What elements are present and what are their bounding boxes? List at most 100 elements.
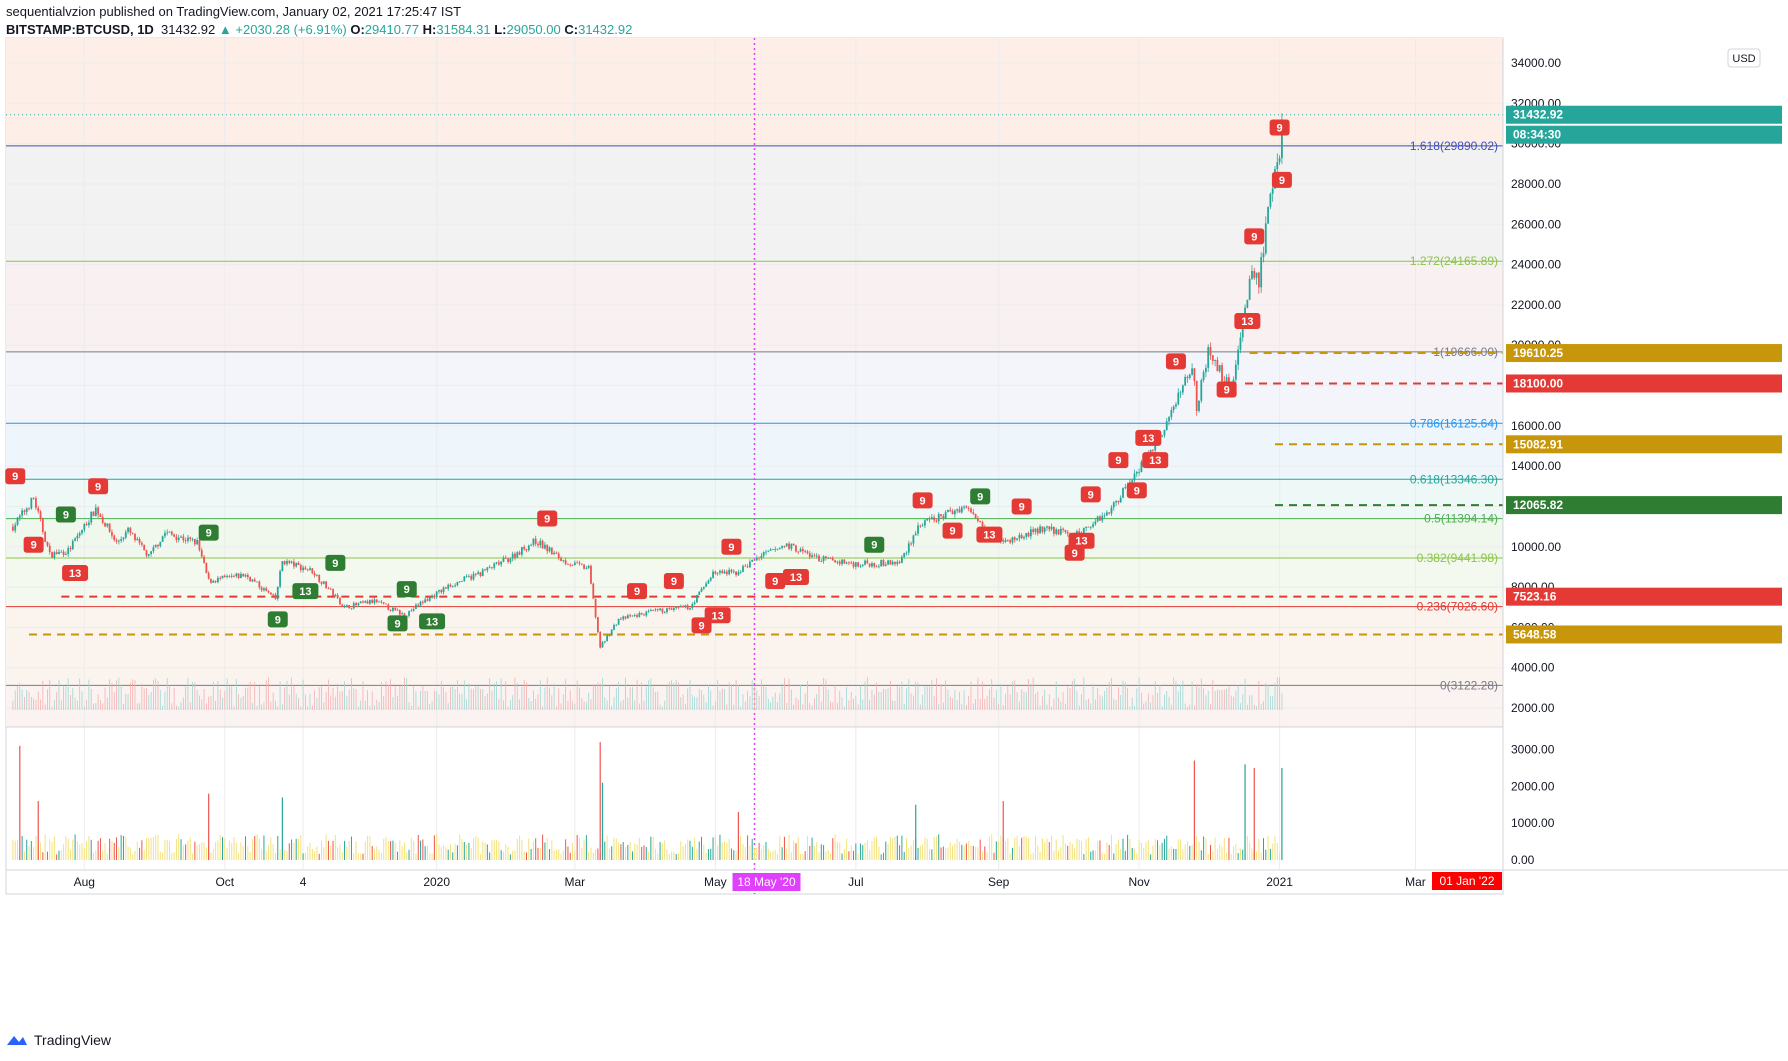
candle-body [1262,253,1265,258]
candle-body [92,511,95,516]
fib-label: 0.786(16125.64) [1410,416,1498,430]
candle-body [164,532,166,537]
candle-body [951,511,954,515]
countdown-pill [1506,125,1782,144]
candle-body [795,545,797,552]
candle-body [1278,158,1281,163]
candle-body [1050,526,1053,530]
sequential-badge-text: 9 [95,481,101,493]
candle-body [947,509,949,513]
sequential-badge-text: 9 [1251,231,1257,243]
candle-body [898,561,901,563]
sequential-badge [1142,452,1169,469]
time-axis-tick: Mar [565,875,586,889]
candle-body [491,567,493,569]
candle-body [488,567,491,569]
candle-body [290,561,293,563]
candle-body [1085,526,1088,529]
candle-body [742,565,744,572]
candle-body [801,548,804,552]
candle-body [111,531,113,536]
tradingview-footer[interactable]: TradingView [6,1032,111,1048]
candle-body [368,599,371,604]
candle-body [216,577,219,583]
candle-body [537,543,539,546]
candle-body [744,565,747,567]
candle-body [281,561,284,572]
candle-body [481,569,484,576]
candle-body [852,562,855,567]
candle-body [472,573,475,580]
candle-body [1036,528,1039,534]
candle-body [283,561,286,565]
candle-body [113,535,116,541]
candle-body [25,508,28,513]
price-axis-tick: 4000.00 [1511,661,1555,675]
candle-body [880,559,883,567]
candle-body [1009,540,1012,543]
candle-body [815,555,818,557]
candle-body [981,522,984,527]
sequential-badge [704,607,731,624]
candle-body [728,569,731,575]
candle-body [62,551,65,555]
sequential-badge-text: 13 [983,530,995,542]
candle-body [389,609,392,611]
candle-body [203,556,205,563]
sequential-badge [419,613,446,630]
candle-body [90,511,93,523]
candle-body [454,585,456,587]
candle-body [926,518,929,521]
candle-body [776,548,779,550]
candle-body [824,556,827,559]
candle-body [159,541,162,547]
price-axis-tick: 26000.00 [1511,217,1561,231]
sequential-badge [976,526,1003,543]
candle-body [539,540,542,546]
high-value: 31584.31 [436,22,491,37]
sequential-badge-text: 9 [1019,501,1025,513]
sequential-badge-text: 9 [950,526,956,538]
sequential-badge-text: 9 [1279,175,1285,187]
candle-body [834,560,837,563]
candle-body [1087,526,1090,528]
candle-body [175,536,178,541]
candle-body [590,565,592,584]
sequential-badge [1126,482,1147,499]
candle-body [725,571,728,575]
candle-body [447,584,450,589]
candle-body [1260,257,1263,288]
candle-body [214,580,217,583]
candle-body [972,512,975,514]
candle-body [127,527,129,532]
candle-body [910,543,913,545]
level-price-pill [1506,435,1782,454]
candle-body [571,565,574,566]
candle-body [182,536,185,541]
candle-body [723,571,726,574]
candle-body [345,605,348,606]
candle-body [603,641,606,643]
candle-body [576,562,579,564]
time-axis-tick: Sep [988,875,1010,889]
candle-body [51,552,53,558]
candle-body [956,509,959,511]
candle-body [633,615,636,616]
candle-body [716,572,719,574]
candle-body [967,508,970,509]
candle-body [942,515,945,519]
candle-body [325,581,328,589]
sequential-badge-text: 9 [1173,356,1179,368]
candle-body [696,594,698,603]
candle-body [240,573,242,578]
candle-body [433,595,436,598]
candle-body [643,614,645,616]
time-axis-tick: Oct [215,875,234,889]
sequential-badge-text: 9 [977,491,983,503]
candle-body [177,537,180,541]
candle-body [1239,337,1242,350]
sequential-badge [537,510,558,527]
candle-body [1163,430,1166,436]
sequential-badge-text: 9 [12,471,18,483]
